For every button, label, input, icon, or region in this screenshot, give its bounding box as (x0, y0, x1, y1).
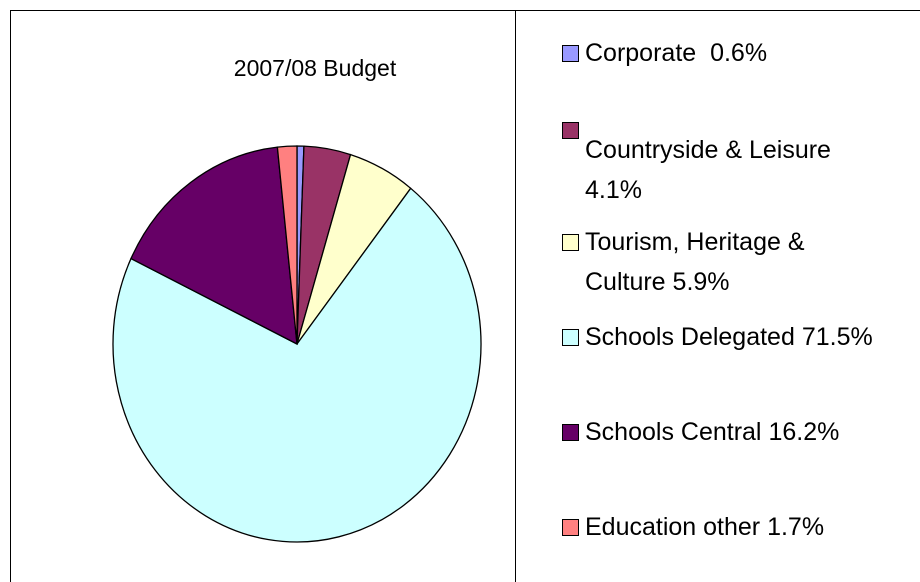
legend-entry: Education other 1.7% (585, 507, 885, 547)
legend-value: 71.5% (801, 323, 873, 351)
legend-label: Schools Delegated (585, 323, 795, 351)
legend-label: Countryside & Leisure (585, 136, 831, 164)
legend-swatch (562, 329, 579, 346)
legend-entry: Corporate 0.6% (585, 33, 885, 73)
legend-swatch (562, 234, 579, 251)
pie-slice (112, 187, 482, 543)
legend-entry: Schools Central 16.2% (585, 412, 885, 452)
legend-label: Schools Central (585, 418, 762, 446)
legend-swatch (562, 122, 579, 139)
legend-value: 16.2% (768, 418, 840, 446)
legend-swatch (562, 424, 579, 441)
legend-entry: Tourism, Heritage & Culture 5.9% (585, 222, 885, 302)
legend-value: 4.1% (585, 176, 642, 204)
legend-value: 1.7% (767, 513, 825, 541)
chart-title: 2007/08 Budget (234, 55, 397, 81)
legend-value: 0.6% (710, 39, 768, 67)
legend-label: Corporate (585, 39, 697, 67)
legend-frame (515, 10, 920, 582)
legend-entry: Schools Delegated 71.5% (585, 317, 885, 357)
legend-value: 5.9% (672, 268, 730, 296)
pie-slice (276, 145, 298, 345)
legend-entry: Countryside & Leisure 4.1% (585, 130, 885, 210)
legend-swatch (562, 45, 579, 62)
legend-label: Education other (585, 513, 761, 541)
legend-label: Tourism, Heritage & Culture (585, 228, 805, 296)
legend-swatch (562, 519, 579, 536)
pie-slice (130, 146, 298, 346)
